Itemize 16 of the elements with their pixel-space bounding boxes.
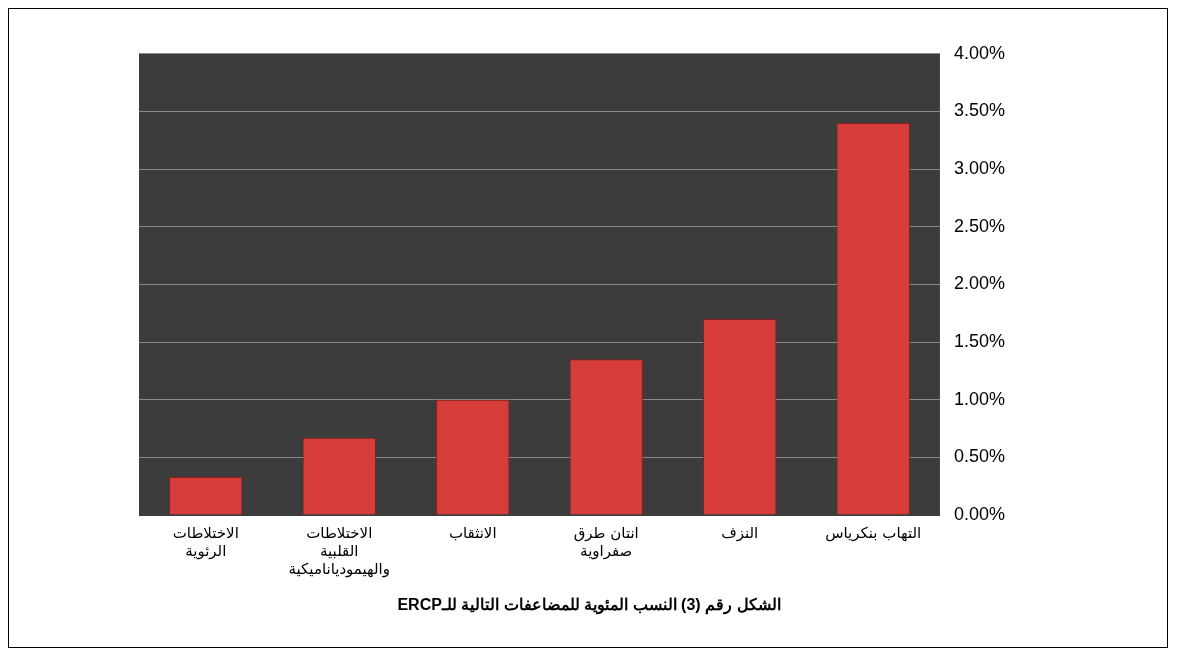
text: الشكل رقم (3) النسب المئوية للمضاعفات التالية للـERCP (396, 595, 782, 614)
x-tick-label: الاختلاطات القلبية والهيمودياناميكية (288, 523, 390, 578)
y-tick-label: 1.50% (953, 331, 1006, 352)
y-tick-label: 3.00% (953, 158, 1006, 179)
y-tick-label: 2.50% (953, 215, 1006, 236)
x-tick-label: النزف (721, 523, 759, 542)
y-tick-label: 2.00% (953, 273, 1006, 294)
y-tick-label: 0.00% (953, 503, 1006, 524)
y-tick-label: 4.00% (953, 42, 1006, 63)
y-tick-label: 0.50% (953, 446, 1006, 467)
y-tick-label: 1.00% (953, 388, 1006, 409)
y-tick-label: 3.50% (953, 100, 1006, 121)
x-tick-label: الاختلاطات الرئوية (172, 523, 239, 560)
x-tick-label: انتان طرق صفراوية (573, 523, 639, 560)
x-tick-label: الانثقاب (448, 523, 497, 542)
x-tick-label: التهاب بنكرياس (825, 523, 922, 542)
